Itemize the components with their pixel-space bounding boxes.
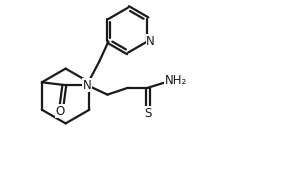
Text: N: N — [146, 35, 155, 48]
Text: S: S — [144, 107, 151, 119]
Text: NH₂: NH₂ — [165, 74, 187, 87]
Text: N: N — [82, 79, 91, 92]
Text: O: O — [56, 105, 65, 118]
